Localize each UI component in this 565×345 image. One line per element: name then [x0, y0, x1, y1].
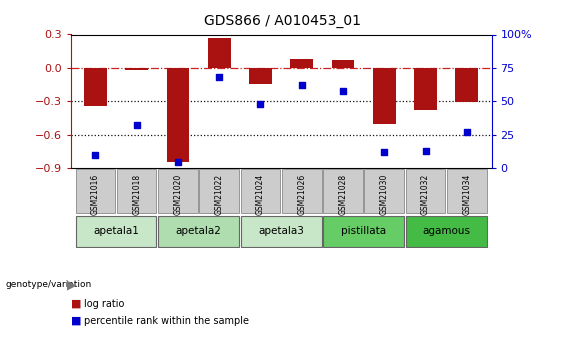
- Text: GSM21032: GSM21032: [421, 174, 430, 215]
- FancyBboxPatch shape: [158, 216, 239, 247]
- FancyBboxPatch shape: [199, 169, 239, 213]
- Bar: [414, 68, 437, 110]
- Point: [215, 75, 224, 80]
- FancyBboxPatch shape: [241, 216, 321, 247]
- Text: GSM21022: GSM21022: [215, 174, 224, 215]
- FancyBboxPatch shape: [364, 169, 404, 213]
- Bar: [373, 68, 396, 124]
- Text: pistillata: pistillata: [341, 226, 386, 236]
- FancyBboxPatch shape: [447, 169, 486, 213]
- Bar: [249, 68, 272, 83]
- Text: GSM21028: GSM21028: [338, 174, 347, 215]
- FancyBboxPatch shape: [323, 216, 404, 247]
- Text: percentile rank within the sample: percentile rank within the sample: [84, 316, 249, 326]
- FancyBboxPatch shape: [241, 169, 280, 213]
- Text: GDS866 / A010453_01: GDS866 / A010453_01: [204, 14, 361, 28]
- FancyBboxPatch shape: [406, 216, 486, 247]
- Point: [380, 149, 389, 155]
- Text: GSM21018: GSM21018: [132, 174, 141, 215]
- Text: GSM21020: GSM21020: [173, 174, 182, 215]
- FancyBboxPatch shape: [117, 169, 157, 213]
- Bar: [125, 68, 148, 70]
- Point: [256, 101, 265, 107]
- Text: apetala1: apetala1: [93, 226, 139, 236]
- FancyBboxPatch shape: [76, 169, 115, 213]
- Point: [338, 88, 347, 93]
- Point: [91, 152, 100, 158]
- Text: GSM21024: GSM21024: [256, 174, 265, 215]
- Text: GSM21034: GSM21034: [462, 174, 471, 215]
- FancyBboxPatch shape: [323, 169, 363, 213]
- Text: genotype/variation: genotype/variation: [6, 280, 92, 289]
- Bar: [208, 38, 231, 68]
- Text: GSM21026: GSM21026: [297, 174, 306, 215]
- FancyBboxPatch shape: [76, 216, 157, 247]
- Text: ■: ■: [71, 316, 81, 326]
- Point: [173, 159, 182, 164]
- Point: [462, 129, 471, 135]
- Point: [132, 123, 141, 128]
- Point: [421, 148, 430, 154]
- Bar: [455, 68, 478, 102]
- FancyBboxPatch shape: [158, 169, 198, 213]
- Text: agamous: agamous: [422, 226, 470, 236]
- Text: GSM21030: GSM21030: [380, 174, 389, 215]
- Text: apetala2: apetala2: [176, 226, 221, 236]
- Text: apetala3: apetala3: [258, 226, 304, 236]
- Point: [297, 82, 306, 88]
- Text: ■: ■: [71, 299, 81, 308]
- Bar: [290, 59, 313, 68]
- Text: log ratio: log ratio: [84, 299, 124, 308]
- Text: GSM21016: GSM21016: [91, 174, 100, 215]
- Bar: [167, 68, 189, 161]
- FancyBboxPatch shape: [406, 169, 445, 213]
- Text: ▶: ▶: [67, 278, 76, 291]
- Bar: [84, 68, 107, 106]
- FancyBboxPatch shape: [282, 169, 321, 213]
- Bar: [332, 60, 354, 68]
